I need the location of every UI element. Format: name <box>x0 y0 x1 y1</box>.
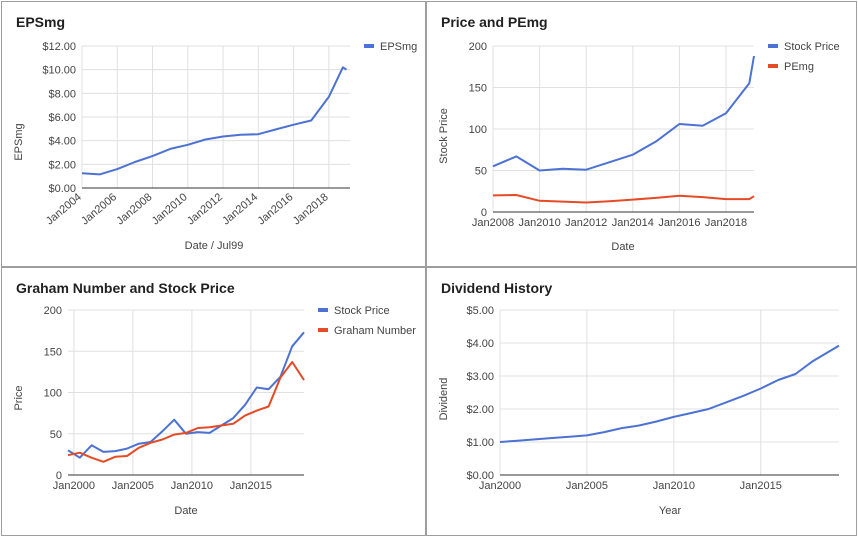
x-tick-label: Jan2014 <box>220 191 260 227</box>
legend-swatch <box>318 308 328 312</box>
series-line-epsmg <box>81 66 348 176</box>
legend-label: Graham Number <box>334 325 416 337</box>
x-tick-label: Jan2000 <box>479 480 521 492</box>
y-tick-label: 200 <box>44 305 62 317</box>
y-tick-label: 0 <box>56 470 62 482</box>
y-tick-label: $2.00 <box>466 404 494 416</box>
x-tick-label: Jan2016 <box>255 191 295 227</box>
x-tick-label: Jan2010 <box>171 480 213 492</box>
legend-label: EPSmg <box>380 41 417 53</box>
x-tick-label: Jan2018 <box>291 191 331 227</box>
legend-swatch <box>768 44 778 48</box>
y-tick-label: 100 <box>469 124 487 136</box>
y-axis-title: Price <box>13 385 25 410</box>
legend-swatch <box>768 64 778 68</box>
dividend-chart-panel: Dividend History $0.00 $1.00 $2.00 $3.00 $4.… <box>426 267 857 536</box>
x-tick-label: Jan2008 <box>114 191 154 227</box>
chart-title: Dividend History <box>441 280 553 296</box>
legend-label: Stock Price <box>784 41 840 53</box>
series-line-dividend <box>499 344 840 443</box>
x-tick-label: Jan2010 <box>653 480 695 492</box>
y-tick-label: 150 <box>44 346 62 358</box>
dividend-chart: $0.00 $1.00 $2.00 $3.00 $4.00 $5.00 Jan2000 Jan… <box>438 305 840 517</box>
series-line-stock-price <box>492 55 755 172</box>
y-tick-label: 200 <box>469 41 487 53</box>
x-tick-label: Jan2018 <box>705 217 747 229</box>
chart-title: Price and PEmg <box>441 14 548 30</box>
x-tick-label: Jan2010 <box>518 217 560 229</box>
eps-chart-panel: EPSmg $0.00 $2.00 $4.00 $6.00 $8.00 $10.00 $12… <box>1 1 426 267</box>
chart-title: EPSmg <box>16 14 66 30</box>
x-tick-label: Jan2010 <box>150 191 190 227</box>
y-tick-label: 50 <box>475 166 487 178</box>
y-tick-label: $2.00 <box>48 159 76 171</box>
y-tick-label: $12.00 <box>42 41 76 53</box>
y-tick-label: 0 <box>481 207 487 219</box>
y-tick-label: $0.00 <box>48 183 76 195</box>
legend-label: Stock Price <box>334 305 390 317</box>
legend-swatch <box>364 44 374 48</box>
y-tick-label: 150 <box>469 83 487 95</box>
y-tick-label: $5.00 <box>466 305 494 317</box>
price-pe-chart: 0 50 100 150 200 Jan2008 Jan2010 Jan2012 Jan2014… <box>438 41 840 253</box>
graham-chart-panel: Graham Number and Stock Price 0 50 100 150 2… <box>1 267 426 536</box>
y-tick-label: $0.00 <box>466 470 494 482</box>
x-tick-label: Jan2005 <box>566 480 608 492</box>
chart-title: Graham Number and Stock Price <box>16 280 235 296</box>
y-tick-label: 50 <box>50 429 62 441</box>
series-line-pemg <box>492 194 755 204</box>
x-axis-title: Date <box>611 241 634 253</box>
y-tick-label: $1.00 <box>466 437 494 449</box>
x-tick-label: Jan2015 <box>740 480 782 492</box>
legend-swatch <box>318 328 328 332</box>
x-tick-label: Jan2006 <box>79 191 119 227</box>
y-tick-label: $3.00 <box>466 371 494 383</box>
y-tick-label: $6.00 <box>48 112 76 124</box>
y-tick-label: $4.00 <box>48 136 76 148</box>
x-tick-label: Jan2012 <box>185 191 225 227</box>
eps-chart: $0.00 $2.00 $4.00 $6.00 $8.00 $10.00 $12.00 Jan… <box>13 41 417 252</box>
x-axis-title: Year <box>659 505 682 517</box>
y-axis-title: Dividend <box>438 378 450 421</box>
x-tick-label: Jan2016 <box>658 217 700 229</box>
x-tick-label: Jan2015 <box>230 480 272 492</box>
x-axis-title: Date <box>174 505 197 517</box>
x-tick-label: Jan2000 <box>53 480 95 492</box>
y-tick-label: $4.00 <box>466 338 494 350</box>
y-axis-title: EPSmg <box>13 123 25 160</box>
x-tick-label: Jan2014 <box>612 217 654 229</box>
y-axis-title: Stock Price <box>438 108 450 164</box>
price-pe-chart-panel: Price and PEmg 0 50 100 150 200 Jan2008 Jan201… <box>426 1 857 267</box>
legend-label: PEmg <box>784 61 814 73</box>
y-tick-label: $8.00 <box>48 88 76 100</box>
graham-chart: 0 50 100 150 200 Jan2000 Jan2005 Jan2010 Jan2015… <box>13 305 416 517</box>
x-tick-label: Jan2005 <box>112 480 154 492</box>
y-tick-label: $10.00 <box>42 65 76 77</box>
y-tick-label: 100 <box>44 388 62 400</box>
x-tick-label: Jan2004 <box>44 191 84 227</box>
x-tick-label: Jan2012 <box>565 217 607 229</box>
x-tick-label: Jan2008 <box>472 217 514 229</box>
x-axis-title: Date / Jul99 <box>185 240 244 252</box>
series-line-graham-number <box>67 361 305 463</box>
